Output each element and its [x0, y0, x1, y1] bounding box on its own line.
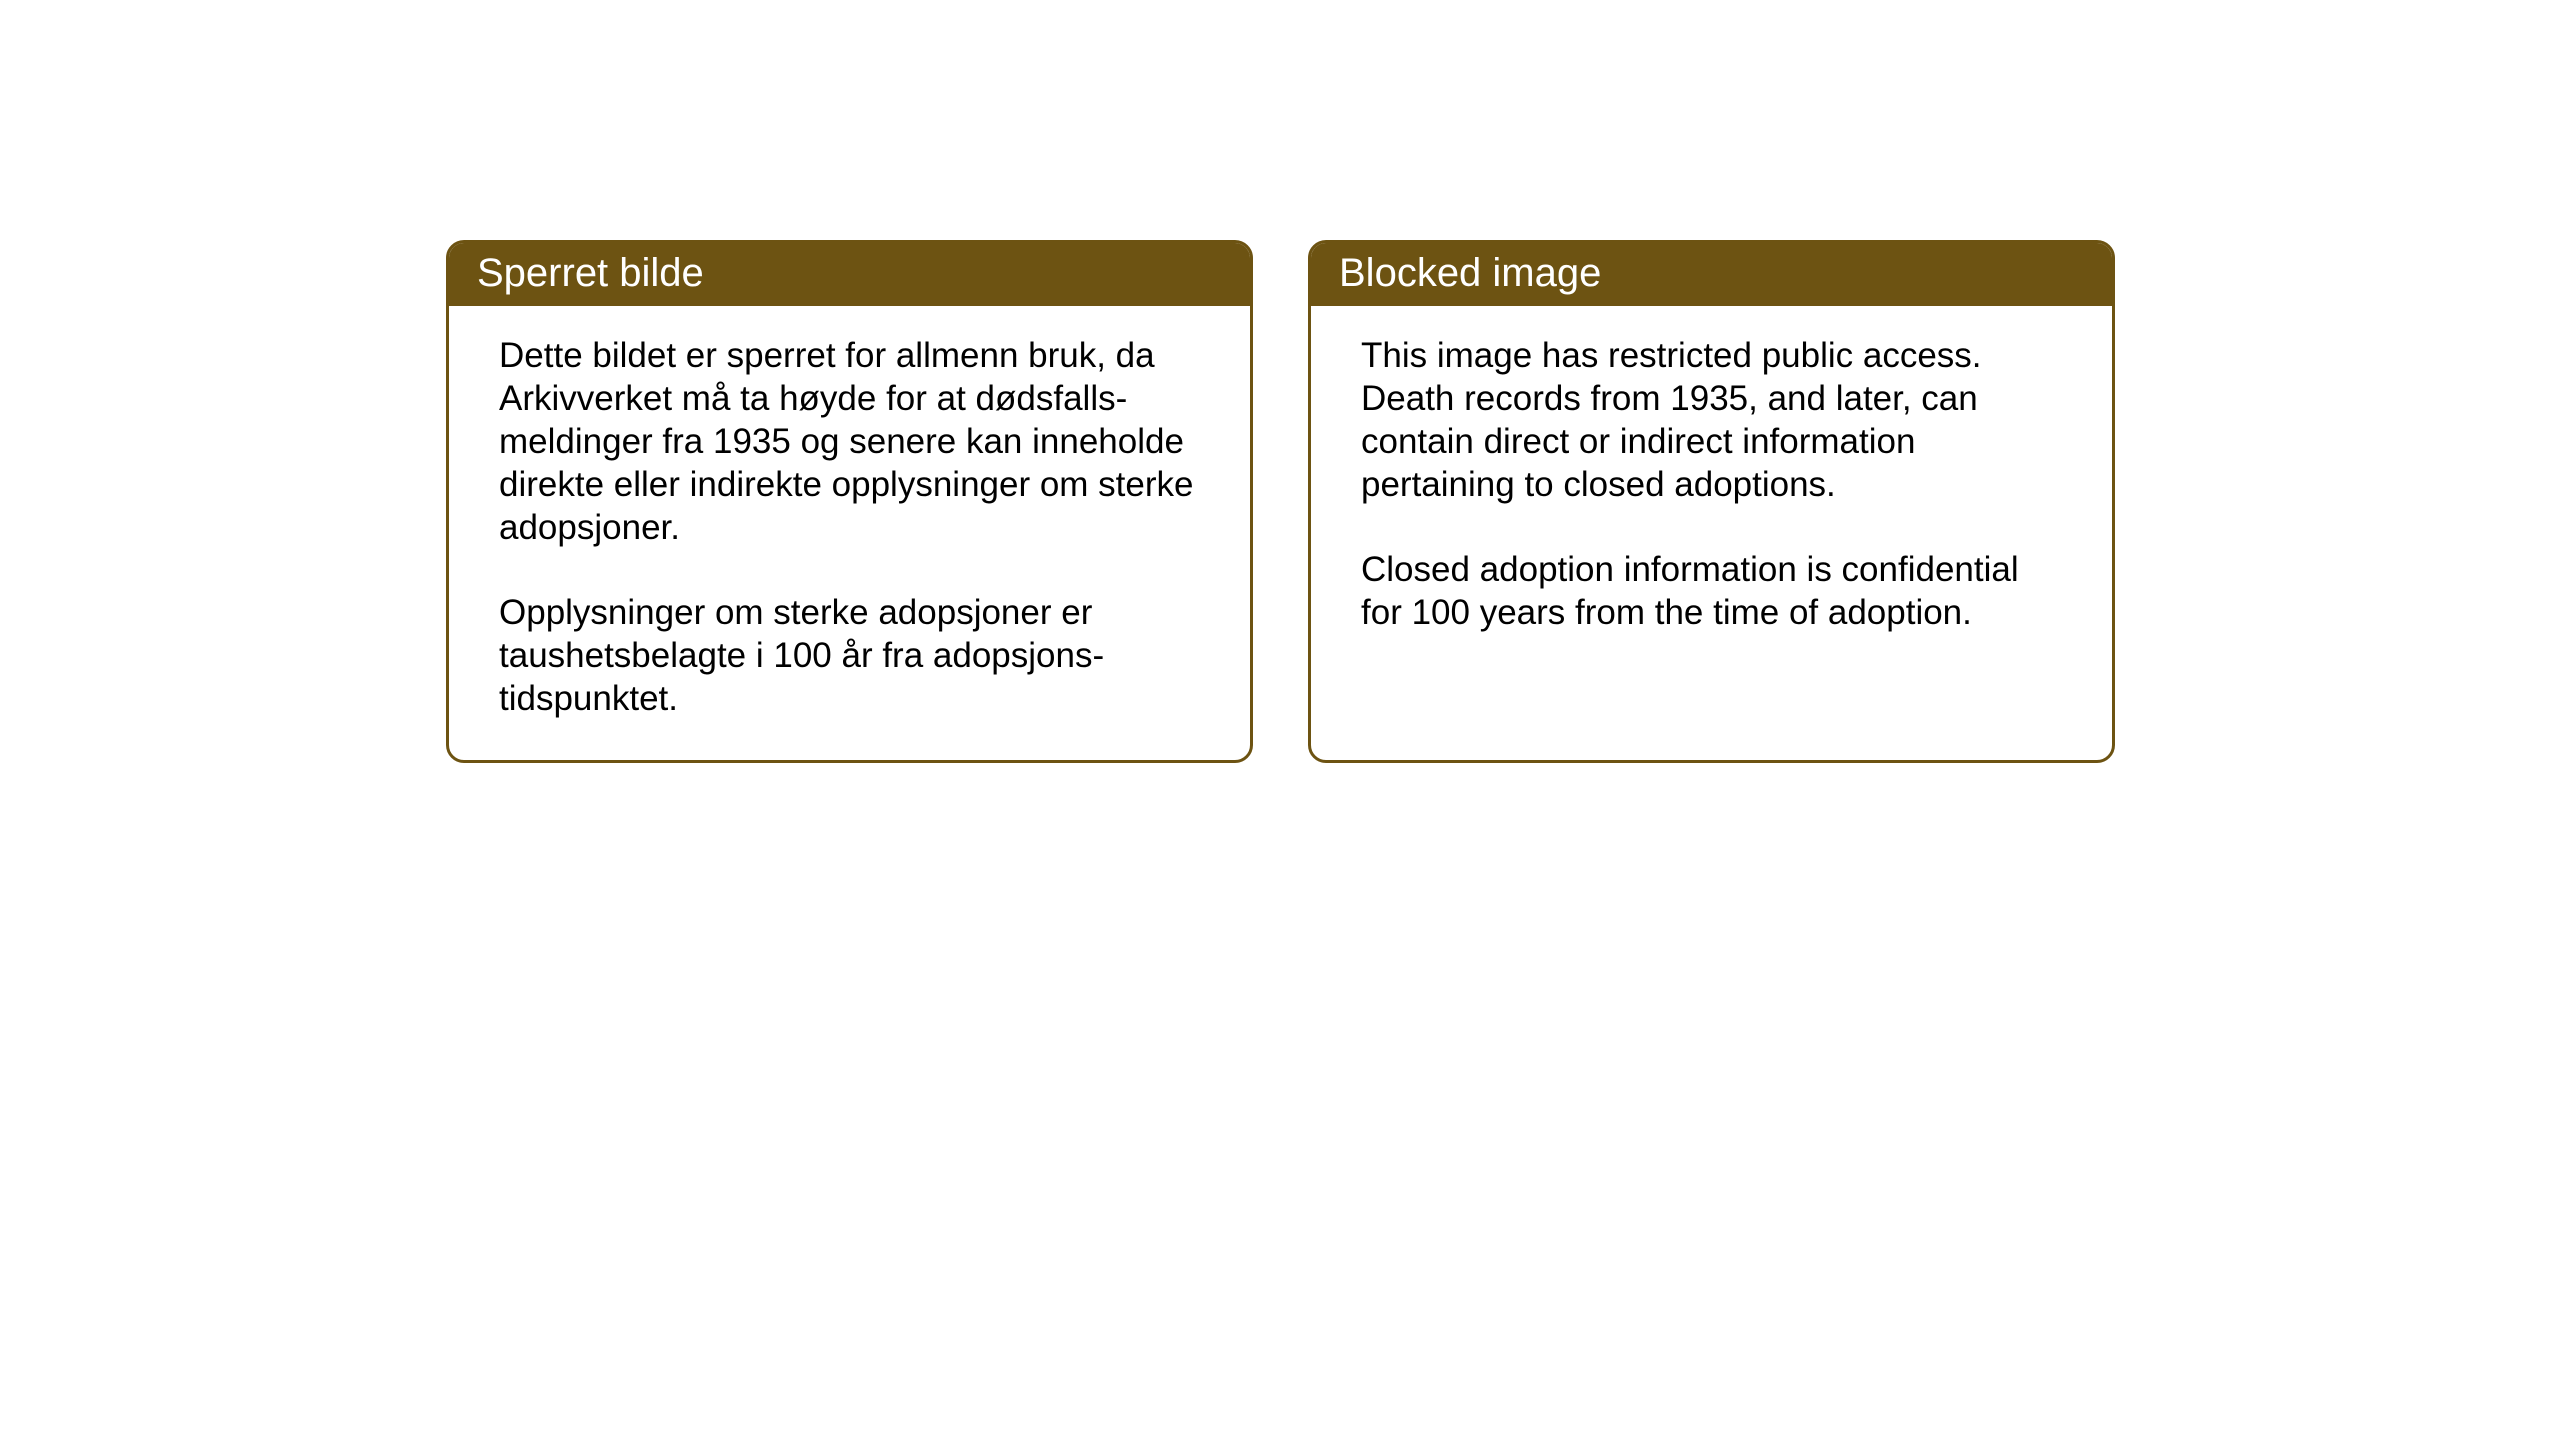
card-paragraph: This image has restricted public access.… — [1361, 334, 2062, 506]
card-body: Dette bildet er sperret for allmenn bruk… — [449, 306, 1250, 760]
card-header: Sperret bilde — [449, 243, 1250, 306]
message-cards-container: Sperret bilde Dette bildet er sperret fo… — [446, 240, 2115, 763]
card-title: Sperret bilde — [477, 251, 704, 295]
blocked-image-card-norwegian: Sperret bilde Dette bildet er sperret fo… — [446, 240, 1253, 763]
card-header: Blocked image — [1311, 243, 2112, 306]
card-title: Blocked image — [1339, 251, 1601, 295]
blocked-image-card-english: Blocked image This image has restricted … — [1308, 240, 2115, 763]
card-body: This image has restricted public access.… — [1311, 306, 2112, 674]
card-paragraph: Closed adoption information is confident… — [1361, 548, 2062, 634]
card-paragraph: Opplysninger om sterke adopsjoner er tau… — [499, 591, 1200, 720]
card-paragraph: Dette bildet er sperret for allmenn bruk… — [499, 334, 1200, 549]
